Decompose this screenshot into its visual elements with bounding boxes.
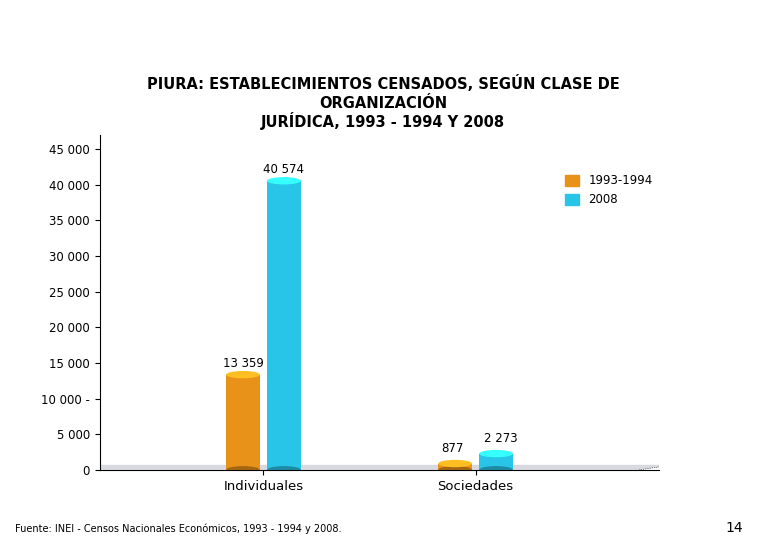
- Polygon shape: [100, 465, 673, 470]
- Bar: [267, 181, 301, 470]
- Text: JURÍDICA, 1993 - 1994 Y 2008: JURÍDICA, 1993 - 1994 Y 2008: [261, 112, 505, 130]
- Ellipse shape: [480, 466, 513, 474]
- Ellipse shape: [226, 466, 260, 474]
- Text: 2 273: 2 273: [484, 432, 518, 445]
- Text: 14: 14: [725, 521, 743, 535]
- Ellipse shape: [267, 466, 301, 474]
- Ellipse shape: [438, 460, 472, 467]
- Text: 877: 877: [441, 442, 464, 455]
- Text: 13 359: 13 359: [223, 356, 264, 370]
- Text: PIURA: ESTABLECIMIENTOS CENSADOS, SEGÚN CLASE DE: PIURA: ESTABLECIMIENTOS CENSADOS, SEGÚN …: [146, 75, 620, 92]
- Ellipse shape: [267, 177, 301, 185]
- Bar: [226, 375, 260, 470]
- Ellipse shape: [480, 450, 513, 457]
- Legend: 1993-1994, 2008: 1993-1994, 2008: [565, 174, 653, 206]
- Text: ORGANIZACIÓN: ORGANIZACIÓN: [319, 96, 447, 111]
- Ellipse shape: [438, 466, 472, 474]
- Text: Fuente: INEI - Censos Nacionales Económicos, 1993 - 1994 y 2008.: Fuente: INEI - Censos Nacionales Económi…: [15, 523, 342, 534]
- Bar: [438, 463, 472, 470]
- Ellipse shape: [226, 371, 260, 379]
- Bar: [480, 454, 513, 470]
- Text: 40 574: 40 574: [264, 163, 304, 176]
